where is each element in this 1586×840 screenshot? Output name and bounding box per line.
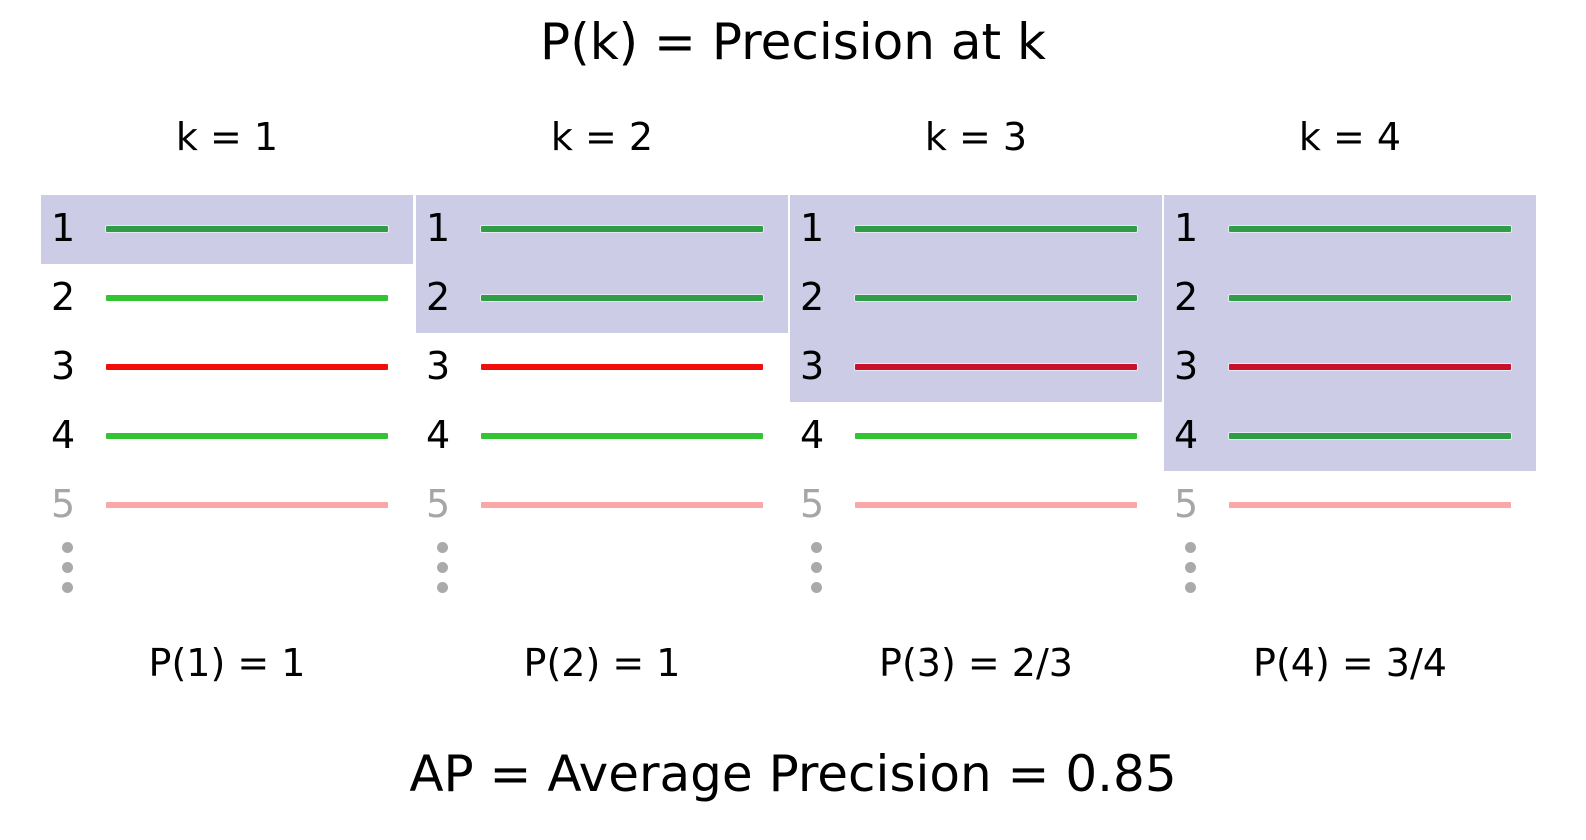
ranked-item: 1	[790, 195, 1162, 264]
precision-value: P(3) = 2/3	[879, 641, 1073, 685]
rank-number: 2	[426, 275, 451, 319]
rank-number: 5	[426, 482, 451, 526]
dot	[437, 582, 448, 593]
top-k-highlight	[1164, 195, 1536, 471]
relevant-result-bar	[106, 295, 388, 301]
dot	[811, 562, 822, 573]
faded-result-bar	[106, 502, 388, 508]
faded-result-bar	[1229, 502, 1511, 508]
irrelevant-result-bar	[1229, 364, 1511, 370]
ranked-item: 2	[41, 264, 413, 333]
dot	[437, 562, 448, 573]
ranked-item: 5	[416, 471, 788, 540]
ranked-item: 4	[1164, 402, 1536, 471]
ranked-item: 4	[41, 402, 413, 471]
dot	[1185, 582, 1196, 593]
rank-number: 3	[800, 344, 825, 388]
relevant-result-bar	[106, 433, 388, 439]
ellipsis-icon	[811, 542, 823, 596]
average-precision-label: AP = Average Precision = 0.85	[409, 745, 1177, 803]
rank-number: 1	[800, 206, 825, 250]
ranked-item: 4	[790, 402, 1162, 471]
irrelevant-result-bar	[855, 364, 1137, 370]
page-title: P(k) = Precision at k	[540, 13, 1046, 71]
rank-number: 5	[800, 482, 825, 526]
dot	[437, 542, 448, 553]
ranked-item: 5	[790, 471, 1162, 540]
ellipsis-icon	[62, 542, 74, 596]
rank-number: 2	[51, 275, 76, 319]
ranked-item: 3	[41, 333, 413, 402]
rank-number: 3	[1174, 344, 1199, 388]
ranked-item: 4	[416, 402, 788, 471]
ranked-item: 3	[1164, 333, 1536, 402]
relevant-result-bar	[855, 295, 1137, 301]
dot	[811, 582, 822, 593]
rank-number: 2	[1174, 275, 1199, 319]
ranked-item: 5	[1164, 471, 1536, 540]
ranked-item: 1	[1164, 195, 1536, 264]
rank-number: 5	[51, 482, 76, 526]
dot	[62, 542, 73, 553]
irrelevant-result-bar	[481, 364, 763, 370]
ranked-item: 1	[41, 195, 413, 264]
ranked-item: 2	[1164, 264, 1536, 333]
ranked-item: 3	[790, 333, 1162, 402]
ranked-item: 5	[41, 471, 413, 540]
dot	[1185, 562, 1196, 573]
rank-number: 1	[51, 206, 76, 250]
k-label: k = 3	[924, 115, 1028, 159]
k-label: k = 2	[550, 115, 654, 159]
dot	[62, 582, 73, 593]
ellipsis-icon	[1185, 542, 1197, 596]
top-k-highlight	[416, 195, 788, 333]
relevant-result-bar	[481, 226, 763, 232]
relevant-result-bar	[106, 226, 388, 232]
ranked-item: 3	[416, 333, 788, 402]
rank-number: 4	[51, 413, 76, 457]
rank-number: 4	[426, 413, 451, 457]
rank-number: 4	[800, 413, 825, 457]
dot	[811, 542, 822, 553]
rank-number: 2	[800, 275, 825, 319]
faded-result-bar	[481, 502, 763, 508]
precision-panel-1: k = 1 1 2 3 4 5 P(1) = 1	[41, 0, 413, 840]
ellipsis-icon	[437, 542, 449, 596]
ranked-item: 2	[416, 264, 788, 333]
relevant-result-bar	[855, 226, 1137, 232]
rank-number: 1	[426, 206, 451, 250]
rank-number: 3	[51, 344, 76, 388]
precision-panel-3: k = 3 1 2 3 4 5 P(3) = 2/3	[790, 0, 1162, 840]
precision-panel-2: k = 2 1 2 3 4 5 P(2) = 1	[416, 0, 788, 840]
ranked-item: 2	[790, 264, 1162, 333]
dot	[1185, 542, 1196, 553]
ranked-item: 1	[416, 195, 788, 264]
relevant-result-bar	[855, 433, 1137, 439]
rank-number: 5	[1174, 482, 1199, 526]
relevant-result-bar	[1229, 295, 1511, 301]
irrelevant-result-bar	[106, 364, 388, 370]
relevant-result-bar	[481, 295, 763, 301]
relevant-result-bar	[1229, 433, 1511, 439]
rank-number: 1	[1174, 206, 1199, 250]
rank-number: 3	[426, 344, 451, 388]
precision-value: P(4) = 3/4	[1253, 641, 1447, 685]
relevant-result-bar	[481, 433, 763, 439]
relevant-result-bar	[1229, 226, 1511, 232]
rank-number: 4	[1174, 413, 1199, 457]
dot	[62, 562, 73, 573]
precision-value: P(2) = 1	[523, 641, 681, 685]
k-label: k = 4	[1298, 115, 1402, 159]
faded-result-bar	[855, 502, 1137, 508]
precision-value: P(1) = 1	[148, 641, 306, 685]
k-label: k = 1	[175, 115, 279, 159]
precision-panel-4: k = 4 1 2 3 4 5 P(4) = 3/4	[1164, 0, 1536, 840]
